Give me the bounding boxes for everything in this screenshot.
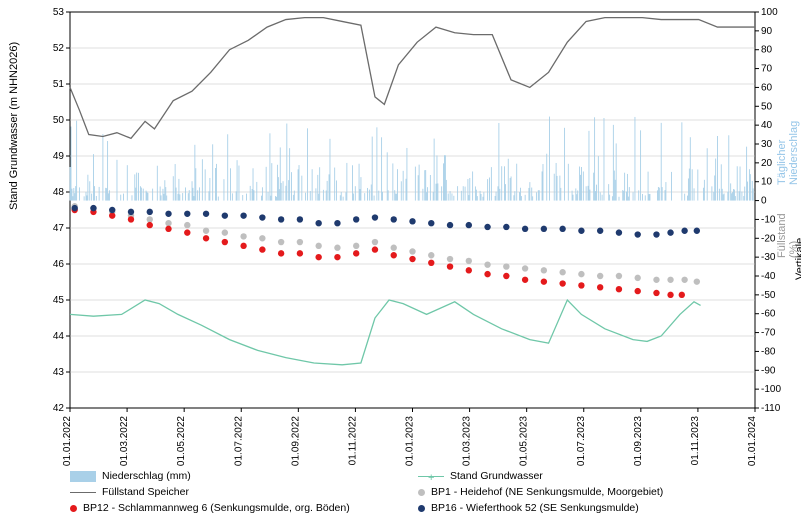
y-right1-label-top: Täglicher Niederschlag (mm): [776, 121, 801, 185]
x-tick: 01.09.2022: [290, 416, 301, 466]
x-tick: 01.01.2023: [405, 416, 416, 466]
y-right-tick: -110: [761, 403, 781, 414]
x-tick: 01.11.2022: [347, 416, 358, 466]
y-right-tick: -20: [761, 233, 776, 244]
y-right-tick: -50: [761, 290, 776, 301]
y-left-label: Stand Grundwasser (m NHN2026): [8, 42, 20, 210]
series-bp16: [71, 205, 700, 238]
y-left-tick: 47: [53, 223, 65, 234]
legend-label: BP1 - Heidehof (NE Senkungsmulde, Moorge…: [431, 486, 663, 498]
chart-svg: 424344454647484950515253-110-100-90-80-7…: [0, 0, 801, 523]
series-grundwasser: [70, 300, 701, 365]
legend-item-fuellstand: Füllstand Speicher: [70, 486, 400, 498]
x-tick: 01.05.2022: [176, 416, 187, 466]
series-bp12: [71, 207, 685, 298]
y-right-tick: -40: [761, 271, 776, 282]
y-left-tick: 44: [53, 331, 65, 342]
y-right-tick: 60: [761, 82, 773, 93]
y-right-tick: -70: [761, 328, 776, 339]
legend: Niederschlag (mm) +Stand Grundwasser Fülls…: [70, 470, 770, 518]
y-left-tick: 42: [53, 403, 65, 414]
y-left-tick: 52: [53, 43, 65, 54]
y-right-tick: 50: [761, 101, 773, 112]
y-left-tick: 50: [53, 115, 65, 126]
x-tick: 01.01.2024: [747, 416, 758, 466]
y-right-tick: 40: [761, 120, 773, 131]
x-tick: 01.05.2023: [519, 416, 530, 466]
y-right-tick: 80: [761, 45, 773, 56]
y-right-tick: 90: [761, 26, 773, 37]
y-left-tick: 45: [53, 295, 65, 306]
y-right-tick: 30: [761, 139, 773, 150]
y-right-tick: -90: [761, 365, 776, 376]
y-right-tick: 0: [761, 196, 767, 207]
x-tick: 01.09.2023: [633, 416, 644, 466]
x-tick: 01.07.2022: [233, 416, 244, 466]
x-tick: 01.03.2023: [462, 416, 473, 466]
y-right-tick: 100: [761, 7, 778, 18]
y-left-tick: 53: [53, 7, 65, 18]
series-niederschlag: [70, 117, 754, 201]
legend-label: Füllstand Speicher: [102, 486, 189, 498]
x-tick: 01.01.2022: [62, 416, 73, 466]
x-tick: 01.07.2023: [576, 416, 587, 466]
y-left-tick: 43: [53, 367, 65, 378]
y-right-tick: 70: [761, 64, 773, 75]
x-tick: 01.03.2022: [119, 416, 130, 466]
legend-label: BP12 - Schlammannweg 6 (Senkungsmulde, o…: [83, 502, 350, 514]
y-left-tick: 49: [53, 151, 65, 162]
x-tick: 01.11.2023: [690, 416, 701, 466]
legend-item-grundwasser: +Stand Grundwasser: [418, 470, 748, 482]
legend-label: Niederschlag (mm): [102, 470, 191, 482]
y-right-tick: -10: [761, 214, 776, 225]
y-right1-label-bottom: Füllstand (%): [776, 213, 800, 258]
legend-item-bp1: BP1 - Heidehof (NE Senkungsmulde, Moorge…: [418, 486, 748, 498]
chart-container: 424344454647484950515253-110-100-90-80-7…: [0, 0, 801, 523]
y-right-tick: -60: [761, 309, 776, 320]
legend-item-niederschlag: Niederschlag (mm): [70, 470, 400, 482]
y-right-tick: -80: [761, 346, 776, 357]
legend-item-bp16: BP16 - Wieferthook 52 (SE Senkungsmulde): [418, 502, 748, 514]
y-right-tick: -30: [761, 252, 776, 263]
y-left-tick: 46: [53, 259, 65, 270]
y-right-tick: -100: [761, 384, 781, 395]
y-left-tick: 48: [53, 187, 65, 198]
y-right-tick: 10: [761, 177, 773, 188]
legend-label: Stand Grundwasser: [450, 470, 543, 482]
legend-item-bp12: BP12 - Schlammannweg 6 (Senkungsmulde, o…: [70, 502, 400, 514]
y-right-tick: 20: [761, 158, 773, 169]
y-left-tick: 51: [53, 79, 65, 90]
legend-label: BP16 - Wieferthook 52 (SE Senkungsmulde): [431, 502, 639, 514]
